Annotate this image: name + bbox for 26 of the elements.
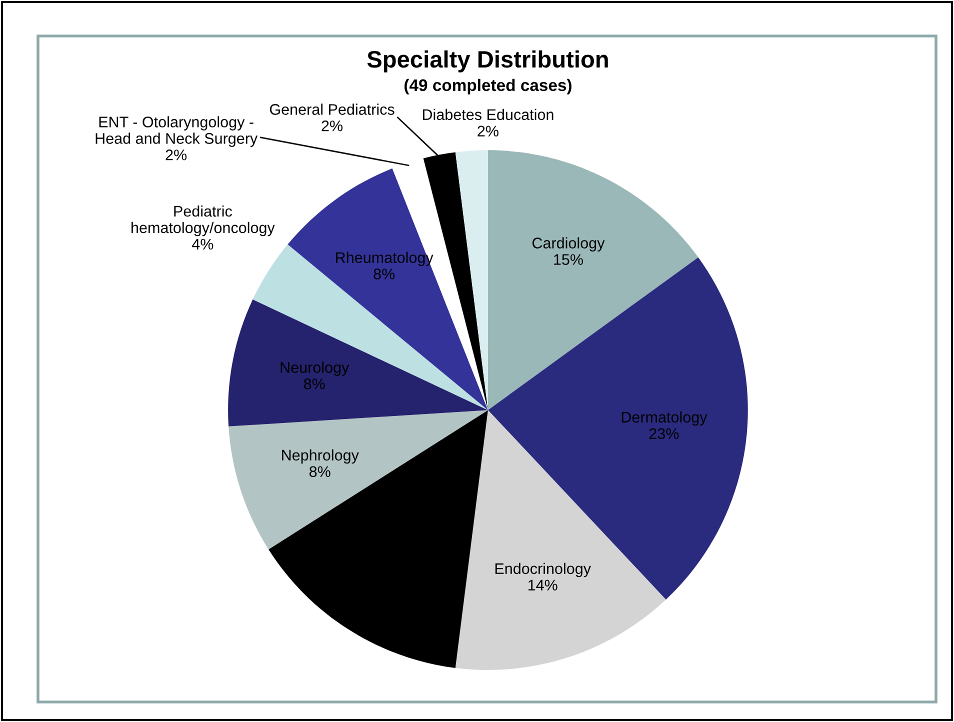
pie-slice	[488, 150, 698, 410]
slice-label: Dermatology	[622, 411, 708, 426]
data-label: 8%	[374, 268, 395, 280]
pie-slice	[228, 299, 488, 426]
data-label: 23%	[649, 428, 679, 440]
slice-label: Diabetes Education	[422, 108, 554, 120]
pie-slice	[228, 410, 488, 550]
slice-label: General Pediatrics	[270, 104, 394, 115]
slice-label: ENT - Otolaryngology - Head and Neck Surgery	[96, 116, 258, 147]
data-label: 2%	[478, 126, 498, 136]
data-label: 8%	[310, 466, 330, 478]
data-label: 2%	[322, 120, 343, 132]
slice-label: Nephrology	[282, 449, 359, 464]
pie-slice	[455, 150, 488, 410]
chart-subtitle: (49 completed cases)	[404, 78, 572, 94]
slice-label: Pediatric hematology/oncology	[132, 205, 275, 236]
chart-title: Specialty Distribution	[367, 50, 608, 72]
data-label: 8%	[304, 378, 325, 390]
data-label: 15%	[554, 254, 583, 265]
slice-label: Neurology	[280, 362, 350, 376]
data-label: 4%	[192, 238, 214, 250]
pie-slice	[252, 244, 488, 410]
data-label: 14%	[528, 580, 558, 590]
slice-label: Endocrinology	[495, 562, 591, 578]
slice-label: Cardiology	[532, 237, 605, 252]
data-label: 2%	[166, 150, 187, 160]
